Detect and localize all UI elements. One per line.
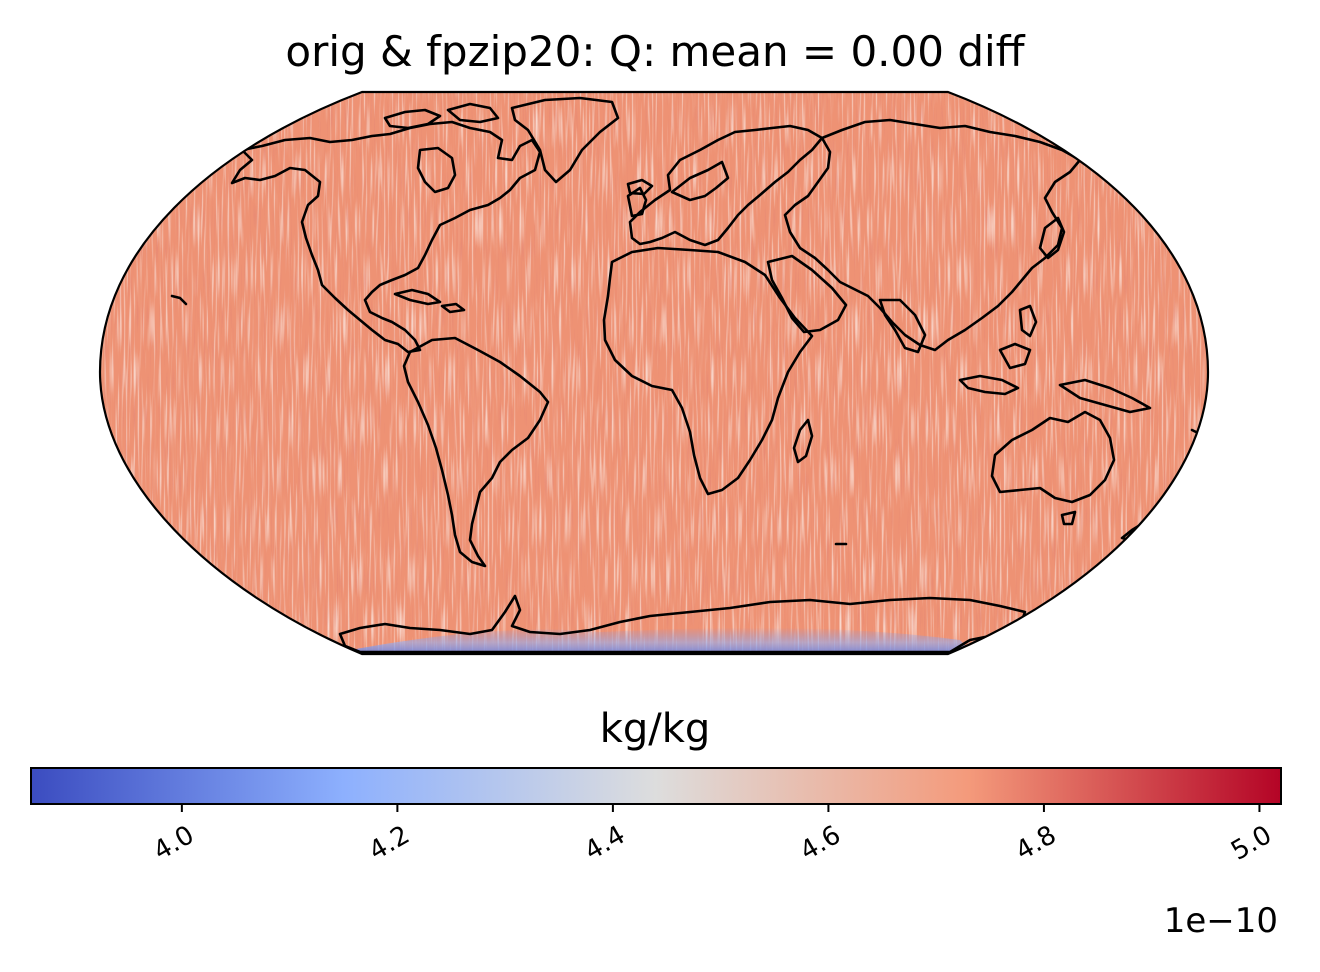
coastline-arctic-islands-b — [446, 102, 500, 124]
coastline-europe — [628, 124, 824, 247]
coastline-cuba — [393, 288, 442, 306]
colorbar-tick-label: 4.0 — [149, 820, 200, 867]
colorbar-exponent: 1e−10 — [1164, 901, 1278, 941]
coastline-arctic-islands-a — [383, 108, 442, 130]
coastline-arabia — [766, 254, 848, 334]
coastline-asia — [783, 118, 1082, 352]
colorbar-ticks: 4.0 4.2 4.4 4.6 4.8 5.0 — [149, 804, 1277, 867]
globe-outline — [98, 90, 1210, 656]
coastline-indonesia-a — [958, 374, 1020, 396]
colorbar-tick-label: 4.2 — [364, 820, 415, 867]
colorbar-tick-label: 4.8 — [1011, 820, 1062, 867]
map-title: orig & fpzip20: Q: mean = 0.00 diff — [285, 27, 1025, 76]
coastline-hawaii — [170, 294, 188, 306]
world-map — [100, 92, 1208, 654]
coastline-hispaniola — [440, 302, 466, 314]
colorbar-label: kg/kg — [600, 706, 711, 752]
coastline-tasmania — [1060, 510, 1077, 526]
colorbar-tick-label: 4.4 — [580, 820, 631, 867]
colorbar-tick-label: 4.6 — [795, 820, 846, 867]
coastline-iceland — [626, 178, 654, 196]
coastline-philippines — [1018, 304, 1038, 338]
coastline-hudson-bay — [416, 146, 457, 194]
coastline-new-guinea — [1058, 378, 1152, 414]
coastline-australia — [990, 410, 1116, 504]
field-noise-dark — [100, 92, 1208, 654]
coastline-indonesia-b — [998, 342, 1032, 370]
coastline-north-america — [230, 120, 542, 354]
coastline-scandinavia — [670, 160, 730, 202]
colorbar-tick-label: 5.0 — [1226, 820, 1277, 867]
coastline-africa — [602, 246, 814, 496]
colorbar-gradient — [30, 767, 1282, 805]
colorbar: 4.0 4.2 4.4 4.6 4.8 5.0 — [30, 767, 1282, 867]
coastline-madagascar — [792, 418, 814, 464]
coastline-british-isles — [626, 186, 648, 218]
coastline-japan — [1038, 216, 1066, 260]
coastline-india — [878, 298, 927, 354]
coastline-greenland — [510, 96, 620, 184]
coastline-south-america — [402, 336, 550, 568]
